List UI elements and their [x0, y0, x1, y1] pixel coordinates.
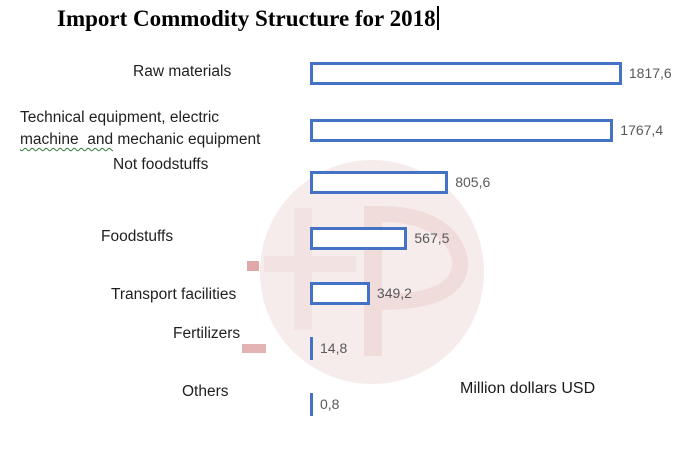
- bar-technical-equipment-electric[interactable]: [310, 119, 614, 142]
- category-label-others: Others: [182, 383, 229, 400]
- value-label-transport-facilities: 349,2: [376, 285, 412, 301]
- category-label-transport-facilities: Transport facilities: [111, 286, 237, 303]
- bar-others[interactable]: [310, 393, 313, 416]
- axis-unit-note: Million dollars USD: [460, 380, 596, 397]
- value-label-not-foodstuffs: 805,6: [455, 174, 491, 190]
- value-label-others: 0,8: [320, 396, 340, 412]
- text-cursor: [436, 6, 439, 30]
- category-label-fertilizers: Fertilizers: [173, 325, 241, 342]
- value-label-fertilizers: 14,8: [320, 340, 348, 356]
- value-label-foodstuffs: 567,5: [414, 230, 450, 246]
- bar-foodstuffs[interactable]: [310, 227, 408, 250]
- chart-title-text: Import Commodity Structure for 2018: [57, 6, 436, 31]
- bar-fertilizers[interactable]: [310, 337, 313, 360]
- bar-raw-materials[interactable]: [310, 62, 622, 85]
- category-label-technical-equipment-electric: Technical equipment, electric machine and…: [20, 109, 261, 148]
- bar-transport-facilities[interactable]: [310, 282, 370, 305]
- value-label-raw-materials: 1817,6: [628, 65, 672, 81]
- bar-not-foodstuffs[interactable]: [310, 171, 449, 194]
- category-label-raw-materials: Raw materials: [133, 63, 232, 80]
- category-label-not-foodstuffs: Not foodstuffs: [113, 156, 209, 173]
- spellcheck-wavy-underline: machine and: [20, 131, 114, 148]
- category-label-foodstuffs: Foodstuffs: [101, 228, 174, 245]
- chart-title: Import Commodity Structure for 2018: [57, 6, 439, 32]
- value-label-technical-equipment-electric: 1767,4: [620, 122, 664, 138]
